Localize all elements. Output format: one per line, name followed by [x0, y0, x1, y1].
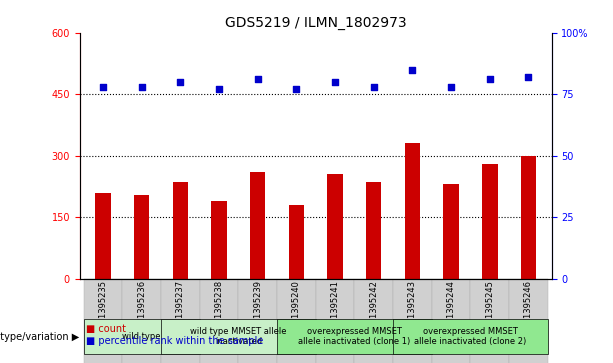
Bar — [316, 279, 354, 363]
Bar — [277, 279, 316, 363]
Bar — [211, 201, 227, 279]
Point — [214, 86, 224, 92]
FancyBboxPatch shape — [83, 319, 200, 354]
Point — [330, 79, 340, 85]
Bar — [95, 193, 110, 279]
Point — [524, 74, 533, 80]
Bar — [83, 279, 122, 363]
Text: wild type: wild type — [123, 332, 161, 341]
Text: overexpressed MMSET
allele inactivated (clone 1): overexpressed MMSET allele inactivated (… — [299, 327, 411, 346]
FancyBboxPatch shape — [277, 319, 432, 354]
Bar — [470, 279, 509, 363]
Bar — [405, 143, 420, 279]
FancyBboxPatch shape — [393, 319, 548, 354]
Bar — [393, 279, 432, 363]
Bar — [238, 279, 277, 363]
Text: genotype/variation ▶: genotype/variation ▶ — [0, 331, 79, 342]
Point — [485, 77, 495, 82]
Bar — [122, 279, 161, 363]
Bar — [172, 183, 188, 279]
Point — [291, 86, 301, 92]
Text: ■ percentile rank within the sample: ■ percentile rank within the sample — [86, 336, 263, 346]
Bar — [366, 183, 381, 279]
Bar — [482, 164, 498, 279]
Bar — [250, 172, 265, 279]
Bar — [509, 279, 548, 363]
Point — [369, 84, 379, 90]
Point — [137, 84, 147, 90]
FancyBboxPatch shape — [161, 319, 316, 354]
Bar — [289, 205, 304, 279]
Point — [446, 84, 456, 90]
Point — [253, 77, 262, 82]
Bar — [354, 279, 393, 363]
Point — [98, 84, 108, 90]
Bar — [521, 156, 536, 279]
Text: ■ count: ■ count — [86, 323, 126, 334]
Title: GDS5219 / ILMN_1802973: GDS5219 / ILMN_1802973 — [225, 16, 406, 30]
Text: wild type MMSET allele
inactivated: wild type MMSET allele inactivated — [190, 327, 286, 346]
Point — [175, 79, 185, 85]
Bar — [443, 184, 459, 279]
Point — [408, 67, 417, 73]
Text: overexpressed MMSET
allele inactivated (clone 2): overexpressed MMSET allele inactivated (… — [414, 327, 527, 346]
Bar — [200, 279, 238, 363]
Bar — [327, 174, 343, 279]
Bar — [432, 279, 470, 363]
Bar — [161, 279, 200, 363]
Bar — [134, 195, 150, 279]
